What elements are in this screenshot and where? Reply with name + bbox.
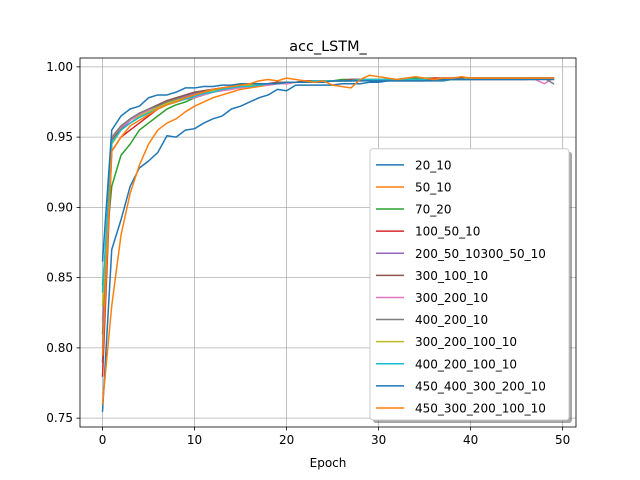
legend-label: 50_10	[415, 180, 452, 194]
series-line	[101, 74, 555, 356]
legend-label: 300_200_100_10	[415, 335, 517, 349]
x-axis: 0 10 20 30 40 50	[99, 427, 570, 447]
legend-label: 300_200_10	[415, 291, 488, 305]
y-tick-label: 1.00	[46, 60, 73, 74]
y-tick-label: 0.75	[46, 411, 73, 425]
x-tick-label: 0	[99, 433, 107, 447]
x-tick-label: 10	[187, 433, 202, 447]
legend-label: 300_100_10	[415, 269, 488, 283]
legend-label: 70_20	[415, 203, 452, 217]
chart-title: acc_LSTM_	[289, 39, 367, 55]
legend-label: 20_10	[415, 158, 452, 172]
legend-label: 200_50_10300_50_10	[415, 247, 546, 261]
y-tick-label: 0.90	[46, 200, 73, 214]
y-axis: 0.75 0.80 0.85 0.90 0.95 1.00	[46, 60, 80, 425]
legend: 20_10 50_10 70_20 100_50_10 200_50_10300_50_…	[369, 148, 572, 424]
x-tick-label: 30	[371, 433, 386, 447]
legend-label: 450_400_300_200_10	[415, 379, 546, 393]
x-tick-label: 40	[463, 433, 478, 447]
y-tick-label: 0.95	[46, 130, 73, 144]
legend-label: 100_50_10	[415, 225, 480, 239]
legend-label: 400_200_100_10	[415, 357, 517, 371]
x-tick-label: 20	[279, 433, 294, 447]
series-line	[101, 78, 555, 262]
x-tick-label: 50	[555, 433, 570, 447]
y-tick-label: 0.80	[46, 341, 73, 355]
y-tick-label: 0.85	[46, 271, 73, 285]
series-lines	[101, 74, 555, 412]
legend-label: 450_300_200_100_10	[415, 401, 546, 415]
legend-label: 400_200_10	[415, 313, 488, 327]
plot-frame	[79, 57, 577, 428]
legend-box	[369, 148, 570, 421]
x-axis-label: Epoch	[310, 456, 347, 470]
